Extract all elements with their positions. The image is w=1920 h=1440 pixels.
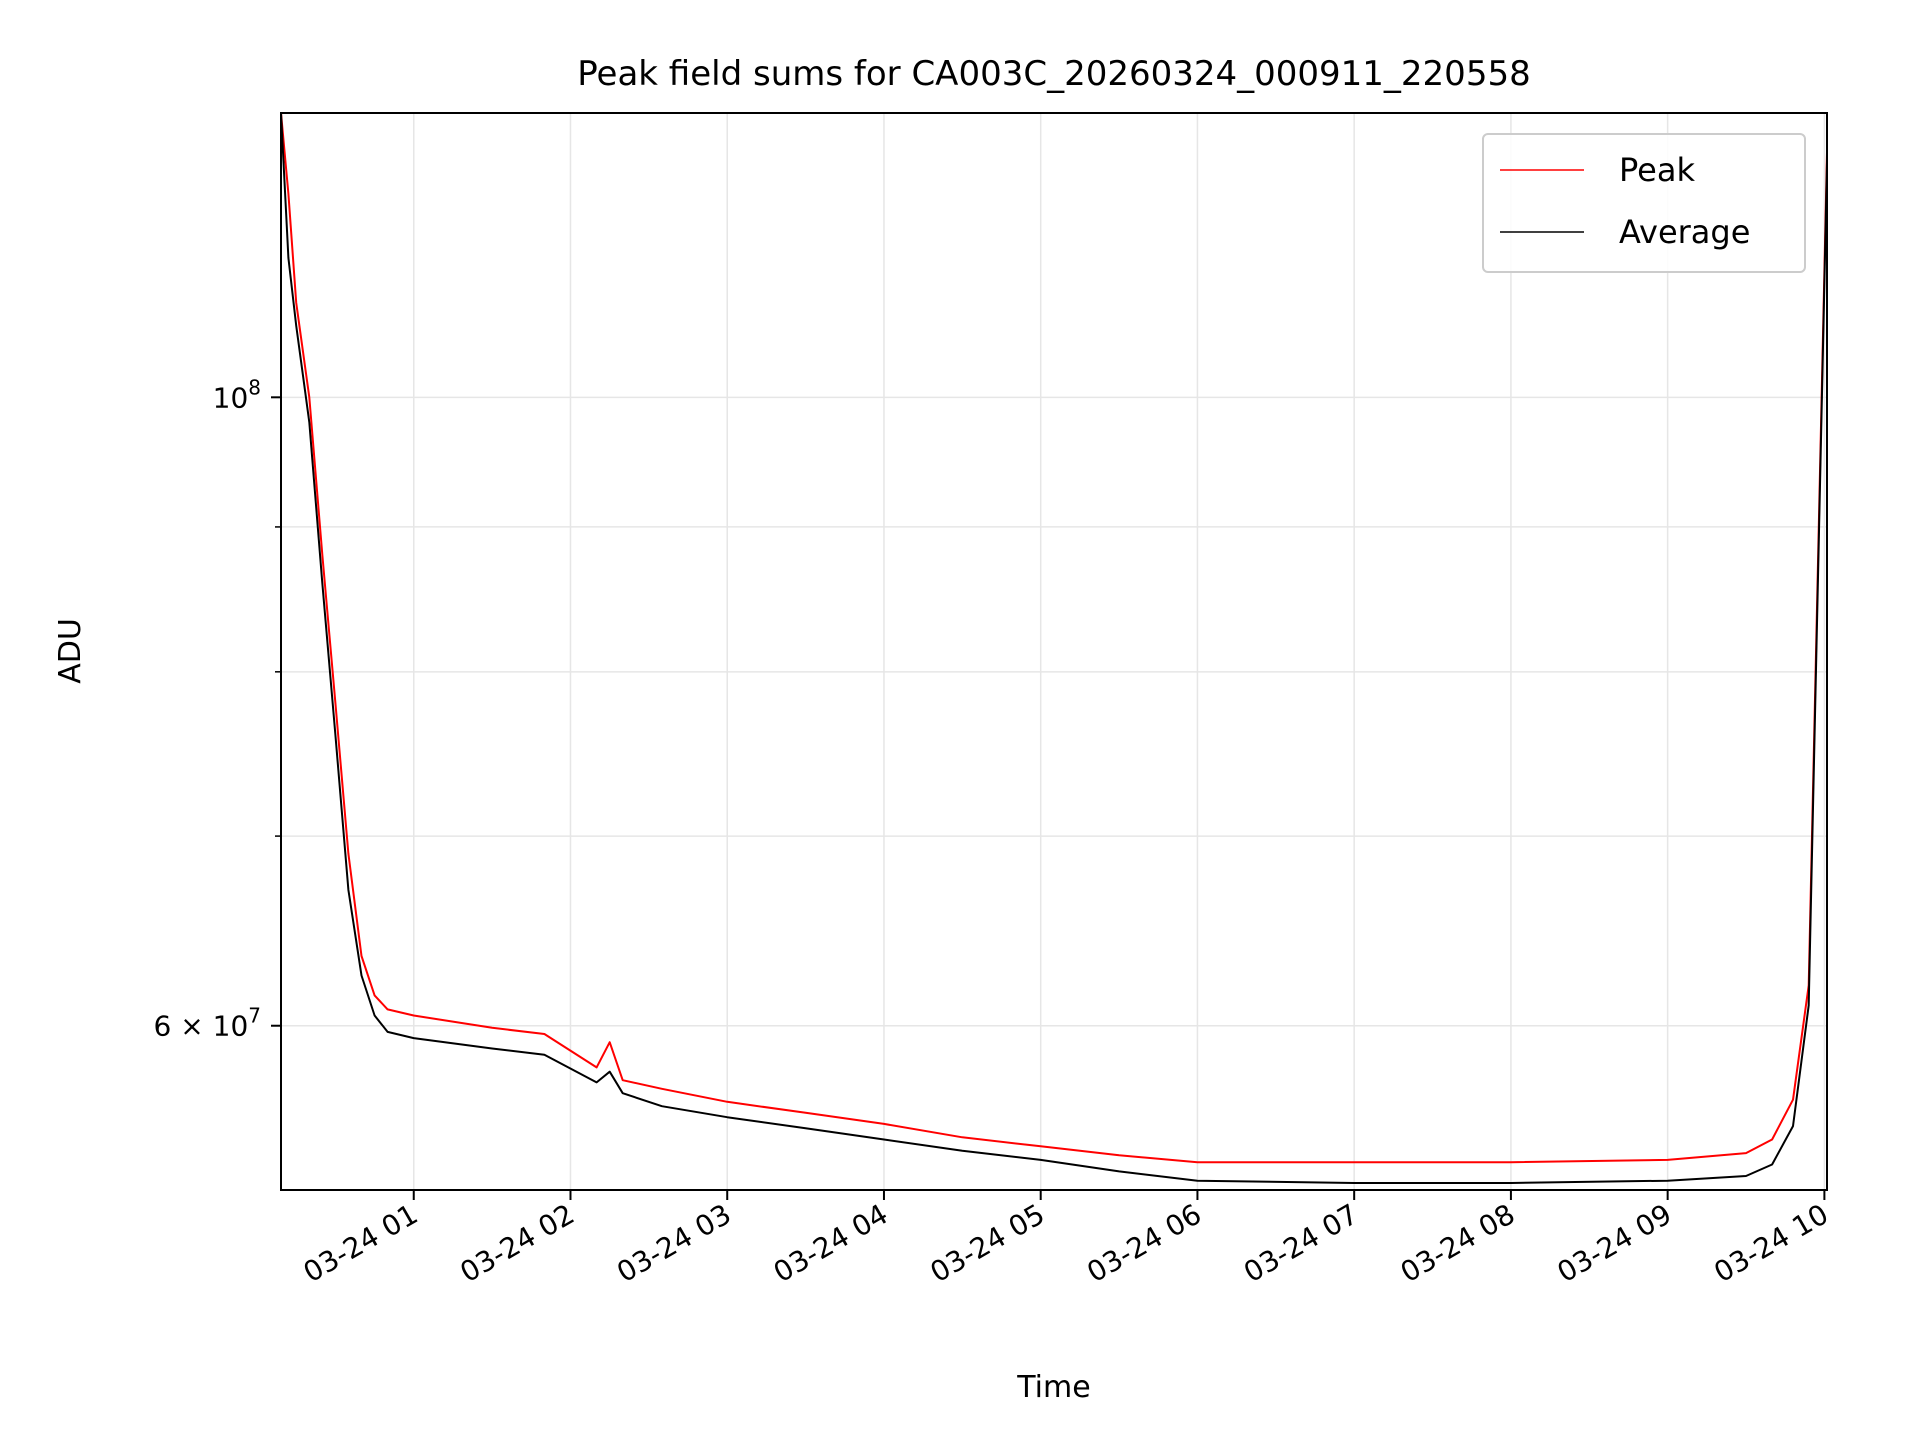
legend: Peak Average <box>1482 133 1806 273</box>
legend-label-average: Average <box>1619 213 1750 251</box>
y-tick-label: 6 × 107 <box>154 1004 261 1043</box>
series-line-average <box>281 113 1827 1184</box>
series-layer <box>281 113 1827 1184</box>
grid-lines <box>281 113 1827 1190</box>
y-axis-label: ADU <box>53 618 88 684</box>
y-tick-label: 108 <box>213 375 261 414</box>
y-axis: 108 6 × 107 <box>154 375 281 1043</box>
plot-frame <box>280 112 1828 1191</box>
x-axis-label: Time <box>1016 1370 1090 1405</box>
legend-label-peak: Peak <box>1619 151 1695 189</box>
chart-title: Peak field sums for CA003C_20260324_0009… <box>577 54 1530 94</box>
legend-box <box>1482 133 1806 273</box>
series-line-peak <box>281 113 1827 1164</box>
